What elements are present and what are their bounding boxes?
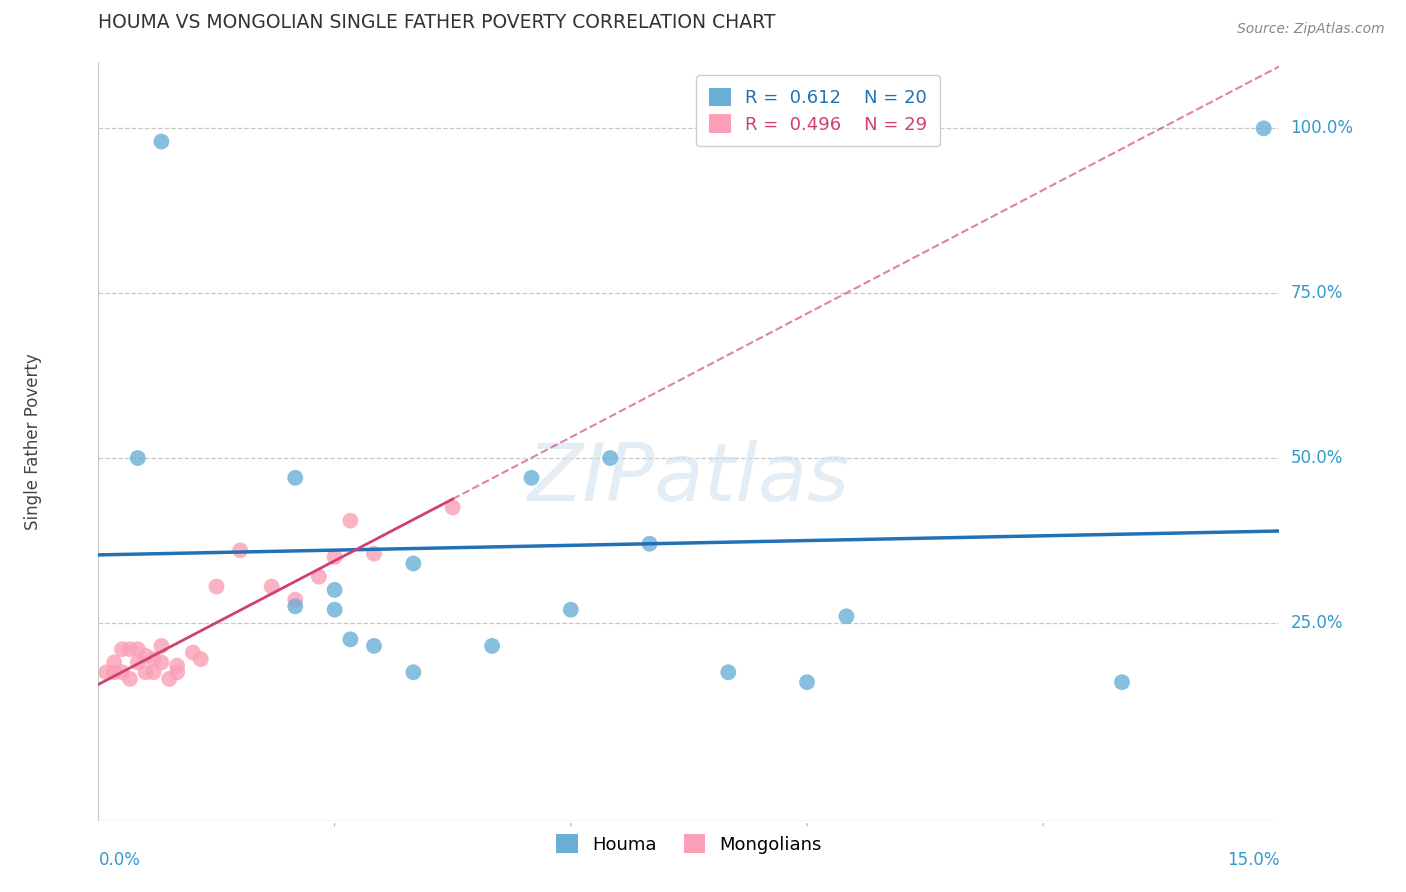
- Point: [118, 642, 141, 657]
- Point: [1253, 121, 1275, 136]
- Point: [103, 665, 125, 680]
- Point: [363, 639, 385, 653]
- Point: [308, 570, 330, 584]
- Text: 100.0%: 100.0%: [1291, 120, 1354, 137]
- Text: 15.0%: 15.0%: [1227, 851, 1279, 869]
- Point: [205, 580, 228, 594]
- Point: [150, 656, 173, 670]
- Point: [150, 639, 173, 653]
- Point: [229, 543, 252, 558]
- Text: 25.0%: 25.0%: [1291, 614, 1343, 632]
- Point: [135, 665, 157, 680]
- Point: [323, 549, 346, 564]
- Point: [260, 580, 283, 594]
- Point: [835, 609, 858, 624]
- Point: [181, 646, 204, 660]
- Point: [481, 639, 503, 653]
- Point: [441, 500, 464, 515]
- Point: [599, 450, 621, 465]
- Point: [127, 656, 149, 670]
- Point: [111, 665, 134, 680]
- Point: [127, 642, 149, 657]
- Point: [111, 642, 134, 657]
- Point: [96, 665, 118, 680]
- Point: [150, 135, 173, 149]
- Point: [796, 675, 818, 690]
- Point: [402, 665, 425, 680]
- Point: [339, 632, 361, 647]
- Point: [1111, 675, 1133, 690]
- Point: [166, 658, 188, 673]
- Point: [402, 557, 425, 571]
- Text: Single Father Poverty: Single Father Poverty: [24, 353, 42, 530]
- Point: [135, 648, 157, 663]
- Point: [103, 656, 125, 670]
- Text: 0.0%: 0.0%: [98, 851, 141, 869]
- Point: [520, 471, 543, 485]
- Text: Source: ZipAtlas.com: Source: ZipAtlas.com: [1237, 22, 1385, 37]
- Point: [339, 514, 361, 528]
- Point: [638, 537, 661, 551]
- Point: [157, 672, 180, 686]
- Text: HOUMA VS MONGOLIAN SINGLE FATHER POVERTY CORRELATION CHART: HOUMA VS MONGOLIAN SINGLE FATHER POVERTY…: [98, 13, 776, 32]
- Point: [142, 652, 165, 666]
- Point: [323, 602, 346, 616]
- Point: [284, 471, 307, 485]
- Point: [560, 602, 582, 616]
- Point: [284, 592, 307, 607]
- Point: [190, 652, 212, 666]
- Point: [142, 665, 165, 680]
- Point: [284, 599, 307, 614]
- Point: [166, 665, 188, 680]
- Text: 50.0%: 50.0%: [1291, 449, 1343, 467]
- Point: [323, 582, 346, 597]
- Legend: Houma, Mongolians: Houma, Mongolians: [548, 827, 830, 861]
- Text: 75.0%: 75.0%: [1291, 285, 1343, 302]
- Point: [118, 672, 141, 686]
- Point: [363, 547, 385, 561]
- Text: ZIPatlas: ZIPatlas: [527, 441, 851, 518]
- Point: [717, 665, 740, 680]
- Point: [127, 450, 149, 465]
